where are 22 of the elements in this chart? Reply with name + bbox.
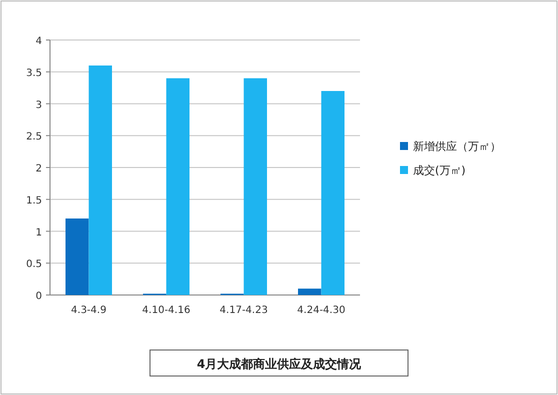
x-tick-label: 4.3-4.9: [71, 305, 106, 316]
bar: [166, 78, 190, 295]
y-tick-label: 2.5: [26, 132, 42, 143]
bar: [321, 91, 344, 295]
y-tick-label: 3: [36, 100, 42, 111]
y-tick-label: 4: [36, 36, 42, 47]
y-tick-label: 1.5: [26, 195, 42, 206]
x-tick-label: 4.10-4.16: [142, 305, 190, 316]
bar: [298, 288, 322, 295]
bar: [66, 218, 89, 295]
y-tick-label: 1: [36, 227, 42, 238]
x-tick-label: 4.17-4.23: [220, 305, 268, 316]
y-tick-label: 3.5: [26, 68, 42, 79]
y-tick-label: 2: [36, 164, 42, 174]
x-tick-label: 4.24-4.30: [297, 305, 346, 316]
text: 4月大成都商业供应及成交情况: [196, 357, 362, 371]
bar: [244, 78, 267, 295]
y-tick-label: 0: [36, 291, 42, 302]
bar: [88, 66, 112, 295]
legend-label: 成交(万㎡): [413, 164, 466, 177]
legend-label: 新增供应（万㎡）: [413, 140, 501, 153]
y-tick-label: 0.5: [26, 259, 42, 270]
